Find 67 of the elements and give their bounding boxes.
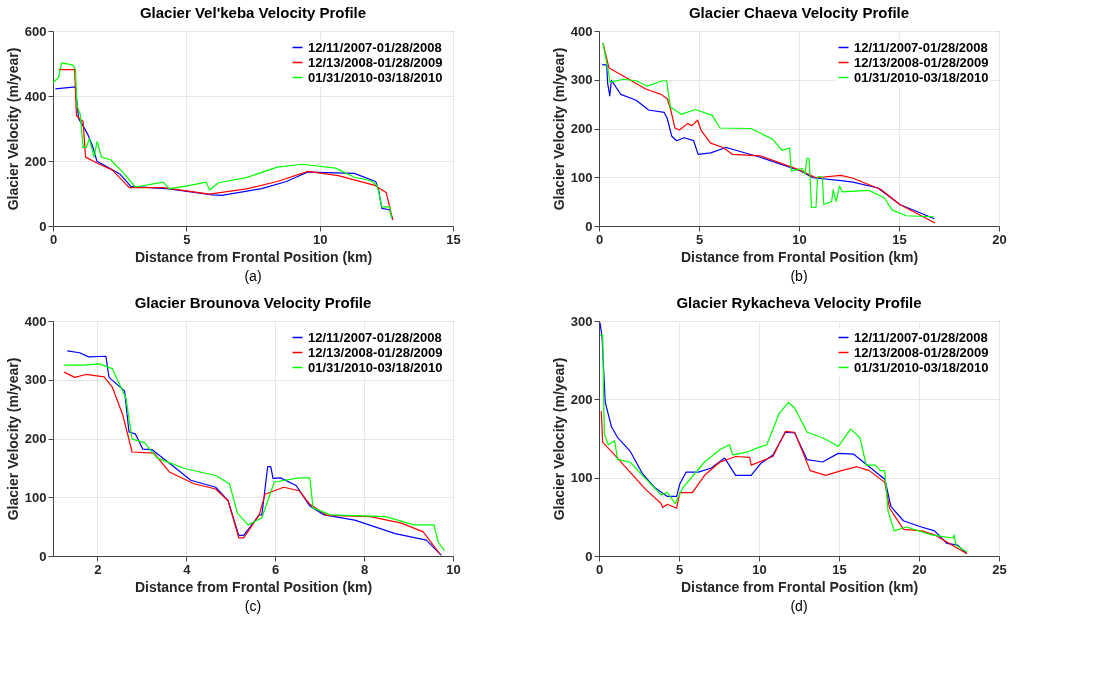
x-tick-label: 15 [892, 231, 907, 247]
y-axis-title: Glacier Velocity (m/year) [550, 357, 567, 521]
y-tick-label: 0 [39, 218, 47, 234]
y-tick-label: 200 [570, 391, 593, 407]
legend-label: 01/31/2010-03/18/2010 [308, 69, 443, 85]
legend-label: 12/11/2007-01/28/2008 [308, 39, 442, 55]
x-axis-title: Distance from Frontal Position (km) [680, 248, 919, 265]
x-tick-label: 10 [792, 231, 807, 247]
text: (b) [790, 268, 808, 284]
x-tick-label: 5 [675, 561, 684, 577]
y-tick-label: 100 [570, 169, 593, 185]
chart-title: Glacier Rykacheva Velocity Profile [676, 294, 922, 311]
x-tick-label: 10 [312, 231, 328, 247]
text: (d) [790, 598, 808, 614]
y-tick-label: 400 [24, 313, 47, 329]
y-tick-label: 300 [570, 313, 593, 329]
x-tick-label: 0 [595, 231, 604, 247]
x-tick-label: 20 [912, 561, 927, 577]
legend-label: 12/13/2008-01/28/2009 [308, 344, 443, 360]
x-tick-label: 20 [992, 231, 1007, 247]
line-series [600, 410, 968, 555]
y-tick-label: 200 [570, 121, 593, 136]
y-tick-label: 0 [585, 218, 593, 234]
y-tick-label: 200 [24, 153, 47, 169]
x-tick-label: 15 [832, 561, 847, 577]
legend-label: 12/11/2007-01/28/2008 [854, 329, 988, 345]
y-axis-title: Glacier Velocity (m/year) [4, 357, 21, 521]
y-tick-label: 600 [24, 23, 47, 39]
x-tick-label: 2 [94, 561, 102, 577]
y-tick-label: 200 [24, 431, 47, 446]
legend-label: 12/13/2008-01/28/2009 [308, 54, 443, 70]
chart-title: Glacier Brounova Velocity Profile [134, 294, 372, 311]
legend-label: 01/31/2010-03/18/2010 [308, 359, 443, 375]
x-tick-label: 6 [272, 561, 280, 577]
legend-label: 12/11/2007-01/28/2008 [854, 39, 988, 55]
y-tick-label: 100 [570, 470, 593, 486]
text: (a) [244, 268, 262, 284]
x-tick-label: 10 [752, 561, 767, 577]
x-tick-label: 10 [446, 561, 461, 577]
legend-label: 01/31/2010-03/18/2010 [854, 69, 989, 85]
legend-label: 12/11/2007-01/28/2008 [308, 329, 442, 345]
chart-title: Glacier Vel'keba Velocity Profile [139, 4, 367, 21]
x-tick-label: 5 [183, 231, 191, 247]
x-tick-label: 5 [695, 231, 704, 247]
text: (c) [244, 598, 262, 614]
legend-label: 12/13/2008-01/28/2009 [854, 54, 989, 70]
x-tick-label: 4 [183, 561, 192, 577]
chart-title: Glacier Chaeva Velocity Profile [688, 4, 910, 21]
y-tick-label: 300 [24, 372, 47, 388]
x-tick-label: 15 [446, 231, 461, 247]
y-axis-title: Glacier Velocity (m/year) [4, 47, 21, 211]
y-tick-label: 300 [570, 72, 593, 88]
x-axis-title: Distance from Frontal Position (km) [134, 578, 373, 595]
x-axis-title: Distance from Frontal Position (km) [134, 248, 373, 265]
x-tick-label: 25 [992, 561, 1007, 577]
y-tick-label: 0 [585, 548, 593, 564]
legend-label: 01/31/2010-03/18/2010 [854, 359, 989, 375]
y-tick-label: 0 [39, 548, 47, 564]
y-tick-label: 400 [570, 23, 593, 39]
legend-label: 12/13/2008-01/28/2009 [854, 344, 989, 360]
x-axis-title: Distance from Frontal Position (km) [680, 578, 919, 595]
x-tick-label: 8 [360, 561, 369, 577]
y-tick-label: 100 [24, 489, 47, 505]
y-tick-label: 400 [24, 88, 47, 104]
x-tick-label: 0 [49, 231, 58, 247]
y-axis-title: Glacier Velocity (m/year) [550, 47, 567, 211]
x-tick-label: 0 [595, 561, 604, 577]
